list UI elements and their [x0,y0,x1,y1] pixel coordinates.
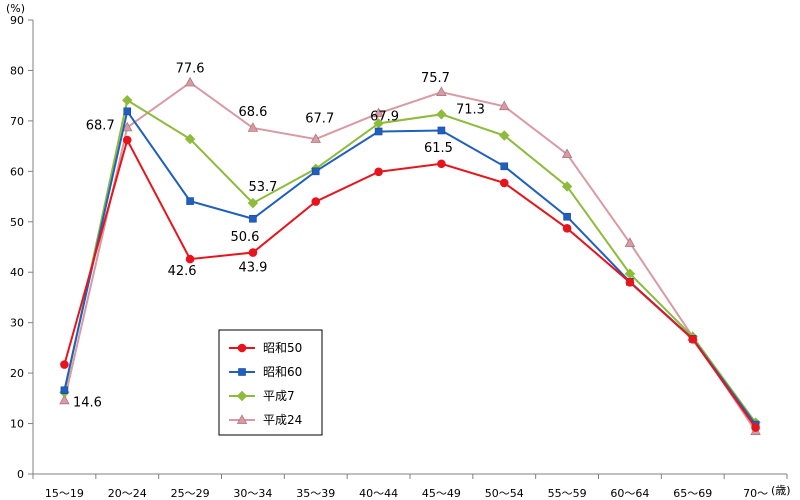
data-point [437,159,446,169]
data-point [249,214,257,223]
series-2 [59,94,761,428]
data-label: 42.6 [168,264,197,279]
legend-label: 平成7 [263,389,295,403]
data-point [60,360,69,369]
data-label: 43.9 [238,261,267,276]
data-point [247,122,259,132]
axes: 0 10 20 30 40 50 60 70 80 90 15〜19 20〜24 25〜29 30〜34 3… [10,14,788,500]
data-point [247,197,259,209]
legend-label: 昭和60 [263,365,302,379]
x-tick-label: 45〜49 [422,487,461,500]
data-point [624,237,636,247]
data-point [437,126,446,135]
data-point [625,278,635,287]
y-tick-label: 0 [17,468,24,481]
legend-item: 昭和50 [229,341,302,355]
data-label: 68.7 [86,118,115,133]
series-layer [59,76,761,435]
data-point [311,197,321,206]
data-point [436,109,447,120]
x-tick-label: 20〜24 [108,487,147,500]
x-tick-label: 40〜44 [359,487,398,500]
legend-swatch-marker [237,343,247,353]
data-point [751,423,760,432]
series-line [63,81,757,432]
data-label: 50.6 [230,230,259,245]
legend-item: 平成24 [229,413,302,427]
x-tick-label: 35〜39 [296,487,335,500]
data-label: 61.5 [424,141,453,156]
legend: 昭和50 昭和60 平成7 平成24 [218,329,323,436]
data-point [688,335,698,344]
data-point [184,133,196,145]
x-tick-label: 60〜64 [610,487,649,500]
x-tick-label: 25〜29 [171,487,210,500]
data-label: 75.7 [421,71,450,86]
data-label: 71.3 [456,102,485,117]
data-point [184,76,196,87]
data-point [374,167,383,177]
legend-label: 昭和50 [263,341,302,355]
x-unit-label: (歳) [771,484,791,497]
legend-item: 平成7 [229,389,295,403]
legend-swatch-marker [238,368,246,376]
data-point [60,386,69,395]
data-label: 68.6 [238,105,267,120]
series-0 [60,135,760,432]
x-tick-label: 30〜34 [233,487,272,500]
data-label: 67.7 [305,111,334,126]
legend-item: 昭和60 [229,365,302,379]
x-tick-label: 15〜19 [45,487,84,500]
y-tick-label: 90 [10,14,24,27]
data-point [563,212,571,221]
annotation-layer: 77.6 68.7 68.6 67.7 75.7 71.3 67.9 61.5 53.7 50.6… [73,62,485,411]
series-3 [59,76,761,435]
x-tick-label: 50〜54 [485,487,524,500]
x-tick-label: 70〜 [743,487,768,500]
data-point [561,148,573,159]
data-point [186,197,194,205]
data-point [499,178,509,188]
data-point [122,135,132,145]
data-point [122,121,133,132]
data-point [123,107,132,116]
series-line [63,137,757,429]
y-tick-label: 80 [10,64,24,77]
series-1 [60,107,760,429]
x-tick-label: 65〜69 [673,487,712,500]
data-label: 77.6 [176,62,205,77]
data-point [500,162,509,171]
data-point [248,248,258,257]
legend-swatch-marker [236,390,248,402]
data-point [562,224,572,233]
y-tick-label: 30 [10,317,24,330]
data-label: 67.9 [370,109,399,124]
data-point [185,254,195,264]
data-point [311,167,320,176]
legend-swatch-marker [236,414,248,424]
data-point [59,394,70,405]
data-point [499,130,510,141]
data-point [561,181,573,192]
data-point [499,100,510,111]
data-point [310,133,321,143]
y-tick-label: 20 [10,367,24,380]
legend-label: 平成24 [263,413,302,427]
x-tick-label: 55〜59 [548,487,587,500]
y-tick-label: 40 [10,266,24,279]
data-label: 53.7 [248,180,277,195]
series-line [63,98,757,424]
data-label: 14.6 [73,395,102,410]
y-unit-label: (%) [6,2,25,15]
data-point [374,127,383,136]
data-point [122,94,133,106]
y-tick-label: 70 [10,115,24,128]
data-point [373,107,384,118]
y-tick-label: 10 [10,418,24,431]
y-tick-label: 50 [10,216,24,229]
y-tick-label: 60 [10,165,24,178]
data-point [436,86,447,96]
